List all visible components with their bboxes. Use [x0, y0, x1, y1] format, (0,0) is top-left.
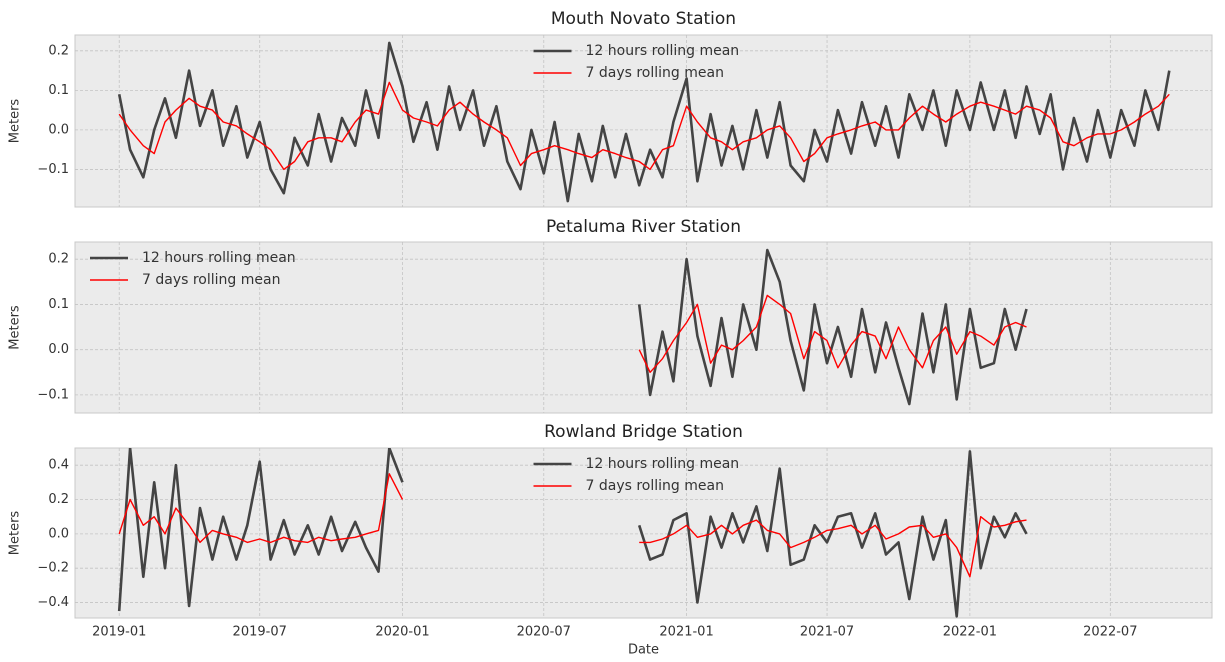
series-line	[638, 294, 1027, 373]
x-tick-label: 2022-07	[1083, 625, 1137, 640]
legend-label: 7 days rolling mean	[586, 65, 724, 81]
y-axis-label: Meters	[8, 305, 23, 350]
y-tick-label: 0.1	[48, 83, 69, 98]
y-tick-label: 0.0	[48, 342, 69, 357]
y-tick-label: 0.2	[48, 43, 69, 58]
y-tick-label: 0.0	[48, 122, 69, 137]
series-line	[118, 473, 1027, 578]
x-tick-label: 2020-07	[517, 625, 571, 640]
y-axis-label: Meters	[8, 99, 23, 144]
x-tick-label: 2021-07	[800, 625, 854, 640]
plot-area	[74, 241, 1213, 414]
y-tick-label: −0.1	[37, 162, 69, 177]
legend-label: 12 hours rolling mean	[142, 250, 296, 266]
y-tick-label: −0.1	[37, 387, 69, 402]
series-line	[637, 248, 1028, 406]
plot-area	[74, 34, 1213, 208]
y-tick-label: 0.0	[48, 526, 69, 541]
y-tick-label: 0.2	[48, 492, 69, 507]
x-axis-label: Date	[628, 643, 659, 658]
legend-label: 7 days rolling mean	[142, 272, 280, 288]
panel-title: Mouth Novato Station	[551, 9, 736, 29]
x-tick-label: 2022-01	[943, 625, 997, 640]
series-line	[118, 81, 1170, 171]
plot-area	[74, 447, 1213, 619]
y-tick-label: −0.4	[37, 595, 69, 610]
legend-label: 12 hours rolling mean	[586, 43, 740, 59]
y-tick-label: 0.4	[48, 458, 69, 473]
legend-label: 7 days rolling mean	[586, 478, 724, 494]
panel-title: Petaluma River Station	[546, 217, 741, 237]
series-line	[117, 41, 1171, 203]
y-axis-label: Meters	[8, 511, 23, 556]
panel-title: Rowland Bridge Station	[544, 422, 743, 442]
y-tick-label: 0.2	[48, 252, 69, 267]
x-tick-label: 2020-01	[375, 625, 429, 640]
legend-label: 12 hours rolling mean	[586, 456, 740, 472]
y-tick-label: 0.1	[48, 297, 69, 312]
y-tick-label: −0.2	[37, 561, 69, 576]
x-tick-label: 2019-07	[233, 625, 287, 640]
x-tick-label: 2019-01	[92, 625, 146, 640]
x-tick-label: 2021-01	[659, 625, 713, 640]
